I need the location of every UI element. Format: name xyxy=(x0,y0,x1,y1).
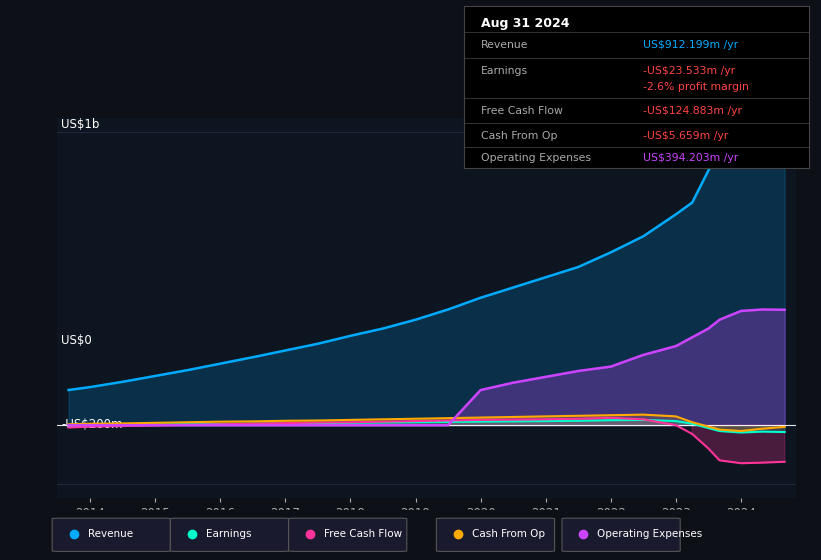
Text: US$0: US$0 xyxy=(62,334,92,347)
Text: Earnings: Earnings xyxy=(206,529,251,539)
Text: Revenue: Revenue xyxy=(88,529,133,539)
Text: Operating Expenses: Operating Expenses xyxy=(598,529,703,539)
FancyBboxPatch shape xyxy=(437,518,555,552)
FancyBboxPatch shape xyxy=(562,518,681,552)
Text: Free Cash Flow: Free Cash Flow xyxy=(324,529,402,539)
Text: Earnings: Earnings xyxy=(481,66,528,76)
Text: Aug 31 2024: Aug 31 2024 xyxy=(481,17,570,30)
Text: -2.6% profit margin: -2.6% profit margin xyxy=(643,82,749,92)
Text: Free Cash Flow: Free Cash Flow xyxy=(481,106,563,116)
Text: Revenue: Revenue xyxy=(481,40,529,50)
FancyBboxPatch shape xyxy=(53,518,171,552)
Text: -US$23.533m /yr: -US$23.533m /yr xyxy=(643,66,736,76)
Text: US$1b: US$1b xyxy=(62,118,99,130)
Text: -US$5.659m /yr: -US$5.659m /yr xyxy=(643,130,728,141)
Text: -US$124.883m /yr: -US$124.883m /yr xyxy=(643,106,742,116)
Text: Cash From Op: Cash From Op xyxy=(481,130,557,141)
Text: US$394.203m /yr: US$394.203m /yr xyxy=(643,153,738,164)
FancyBboxPatch shape xyxy=(171,518,289,552)
Text: US$912.199m /yr: US$912.199m /yr xyxy=(643,40,738,50)
Text: -US$200m: -US$200m xyxy=(62,418,122,431)
FancyBboxPatch shape xyxy=(289,518,407,552)
Text: Operating Expenses: Operating Expenses xyxy=(481,153,591,164)
Text: Cash From Op: Cash From Op xyxy=(472,529,545,539)
